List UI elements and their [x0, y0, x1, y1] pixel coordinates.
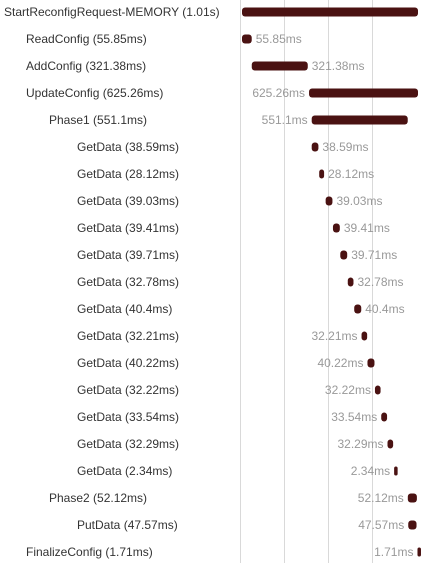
span-duration-label: 32.21ms: [312, 329, 358, 343]
span-duration-label: 55.85ms: [256, 32, 302, 46]
span-bar[interactable]: [374, 385, 381, 395]
span-duration-label: 28.12ms: [328, 167, 374, 181]
span-bar[interactable]: [319, 169, 325, 179]
span-label: GetData (32.29ms): [77, 437, 179, 451]
span-label: GetData (28.12ms): [77, 167, 179, 181]
span-bar[interactable]: [394, 466, 398, 476]
span-label: GetData (39.41ms): [77, 221, 179, 235]
span-bar[interactable]: [325, 196, 333, 206]
span-duration-label: 47.57ms: [358, 518, 404, 532]
span-label: GetData (39.71ms): [77, 248, 179, 262]
span-label: GetData (32.78ms): [77, 275, 179, 289]
span-duration-label: 1.71ms: [374, 545, 413, 559]
span-label: Phase2 (52.12ms): [49, 491, 147, 505]
span-duration-label: 32.29ms: [337, 437, 383, 451]
span-bar[interactable]: [347, 277, 354, 287]
span-bar[interactable]: [387, 439, 394, 449]
span-bar[interactable]: [340, 250, 348, 260]
span-duration-label: 33.54ms: [331, 410, 377, 424]
span-duration-label: 38.59ms: [322, 140, 368, 154]
span-duration-label: 39.03ms: [336, 194, 382, 208]
span-bar[interactable]: [251, 61, 308, 71]
span-bar[interactable]: [311, 115, 408, 125]
span-duration-label: 32.22ms: [325, 383, 371, 397]
span-bar[interactable]: [311, 142, 319, 152]
span-label: UpdateConfig (625.26ms): [26, 86, 163, 100]
span-bar[interactable]: [361, 331, 368, 341]
span-bar[interactable]: [381, 412, 388, 422]
span-bar[interactable]: [417, 547, 421, 557]
span-label: GetData (33.54ms): [77, 410, 179, 424]
span-duration-label: 40.22ms: [317, 356, 363, 370]
span-label: ReadConfig (55.85ms): [26, 32, 147, 46]
span-label: PutData (47.57ms): [77, 518, 178, 532]
span-bars: [242, 7, 421, 557]
span-bar[interactable]: [309, 88, 418, 98]
span-labels: StartReconfigRequest-MEMORY (1.01s) ReadC…: [4, 5, 413, 559]
span-label: StartReconfigRequest-MEMORY (1.01s): [4, 5, 220, 19]
span-duration-label: 321.38ms: [312, 59, 365, 73]
span-label: GetData (39.03ms): [77, 194, 179, 208]
span-label: GetData (40.4ms): [77, 302, 172, 316]
span-bar[interactable]: [242, 34, 252, 44]
span-bar[interactable]: [408, 520, 417, 530]
span-label: FinalizeConfig (1.71ms): [26, 545, 153, 559]
span-label: GetData (38.59ms): [77, 140, 179, 154]
span-duration-label: 551.1ms: [262, 113, 308, 127]
span-label: GetData (40.22ms): [77, 356, 179, 370]
span-bar[interactable]: [407, 493, 417, 503]
span-duration-label: 52.12ms: [358, 491, 404, 505]
span-duration-label: 39.71ms: [351, 248, 397, 262]
span-duration-label: 625.26ms: [252, 86, 305, 100]
span-label: GetData (32.22ms): [77, 383, 179, 397]
span-label: AddConfig (321.38ms): [26, 59, 146, 73]
span-bar[interactable]: [332, 223, 340, 233]
span-label: GetData (32.21ms): [77, 329, 179, 343]
span-duration-label: 2.34ms: [351, 464, 390, 478]
span-duration-label: 32.78ms: [357, 275, 403, 289]
span-duration-label: 39.41ms: [344, 221, 390, 235]
span-bar[interactable]: [367, 358, 375, 368]
span-bar[interactable]: [242, 7, 418, 17]
span-label: Phase1 (551.1ms): [49, 113, 147, 127]
span-label: GetData (2.34ms): [77, 464, 172, 478]
span-duration-label: 40.4ms: [365, 302, 404, 316]
span-bar[interactable]: [354, 304, 362, 314]
